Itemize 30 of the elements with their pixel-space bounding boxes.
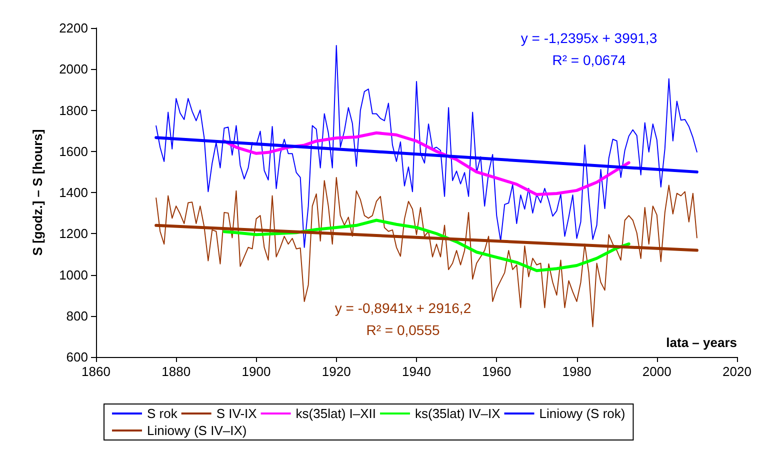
y-tick-label: 800 (66, 308, 88, 324)
annotation: R² = 0,0674 (552, 52, 626, 68)
y-tick-label: 1600 (59, 144, 88, 159)
legend-label: Liniowy (S rok) (539, 406, 626, 421)
y-axis-title: S [godz.] – S [hours] (30, 129, 45, 256)
y-tick-label: 2200 (59, 20, 88, 36)
x-tick-label: 1880 (162, 364, 191, 379)
legend-label: ks(35lat) I–XII (296, 406, 376, 421)
y-tick-label: 1400 (59, 185, 88, 200)
x-axis-title: lata – years (666, 335, 737, 350)
x-tick-label: 1920 (322, 364, 351, 379)
legend-label: S IV-IX (216, 406, 258, 421)
y-tick-label: 2000 (59, 62, 88, 77)
y-tick-label: 600 (66, 350, 88, 364)
y-tick-label: 1800 (59, 102, 88, 118)
annotation: y = -1,2395x + 3991,3 (520, 30, 658, 46)
legend-label: Liniowy (S IV–IX) (147, 423, 247, 438)
x-tick-label: 1860 (82, 364, 110, 379)
x-tick-label: 2000 (642, 364, 672, 379)
annotation: y = -0,8941x + 2916,2 (334, 300, 472, 316)
y-tick-label: 1200 (59, 226, 88, 242)
legend-label: S rok (147, 406, 178, 421)
x-tick-label: 1960 (482, 364, 512, 379)
legend-label: ks(35lat) IV–IX (415, 406, 501, 421)
x-tick-label: 1900 (242, 364, 271, 379)
annotation: R² = 0,0555 (366, 322, 440, 338)
x-tick-label: 2020 (722, 364, 752, 379)
x-tick-label: 1980 (562, 364, 592, 379)
y-tick-label: 1000 (59, 267, 88, 282)
x-tick-label: 1940 (402, 364, 431, 379)
